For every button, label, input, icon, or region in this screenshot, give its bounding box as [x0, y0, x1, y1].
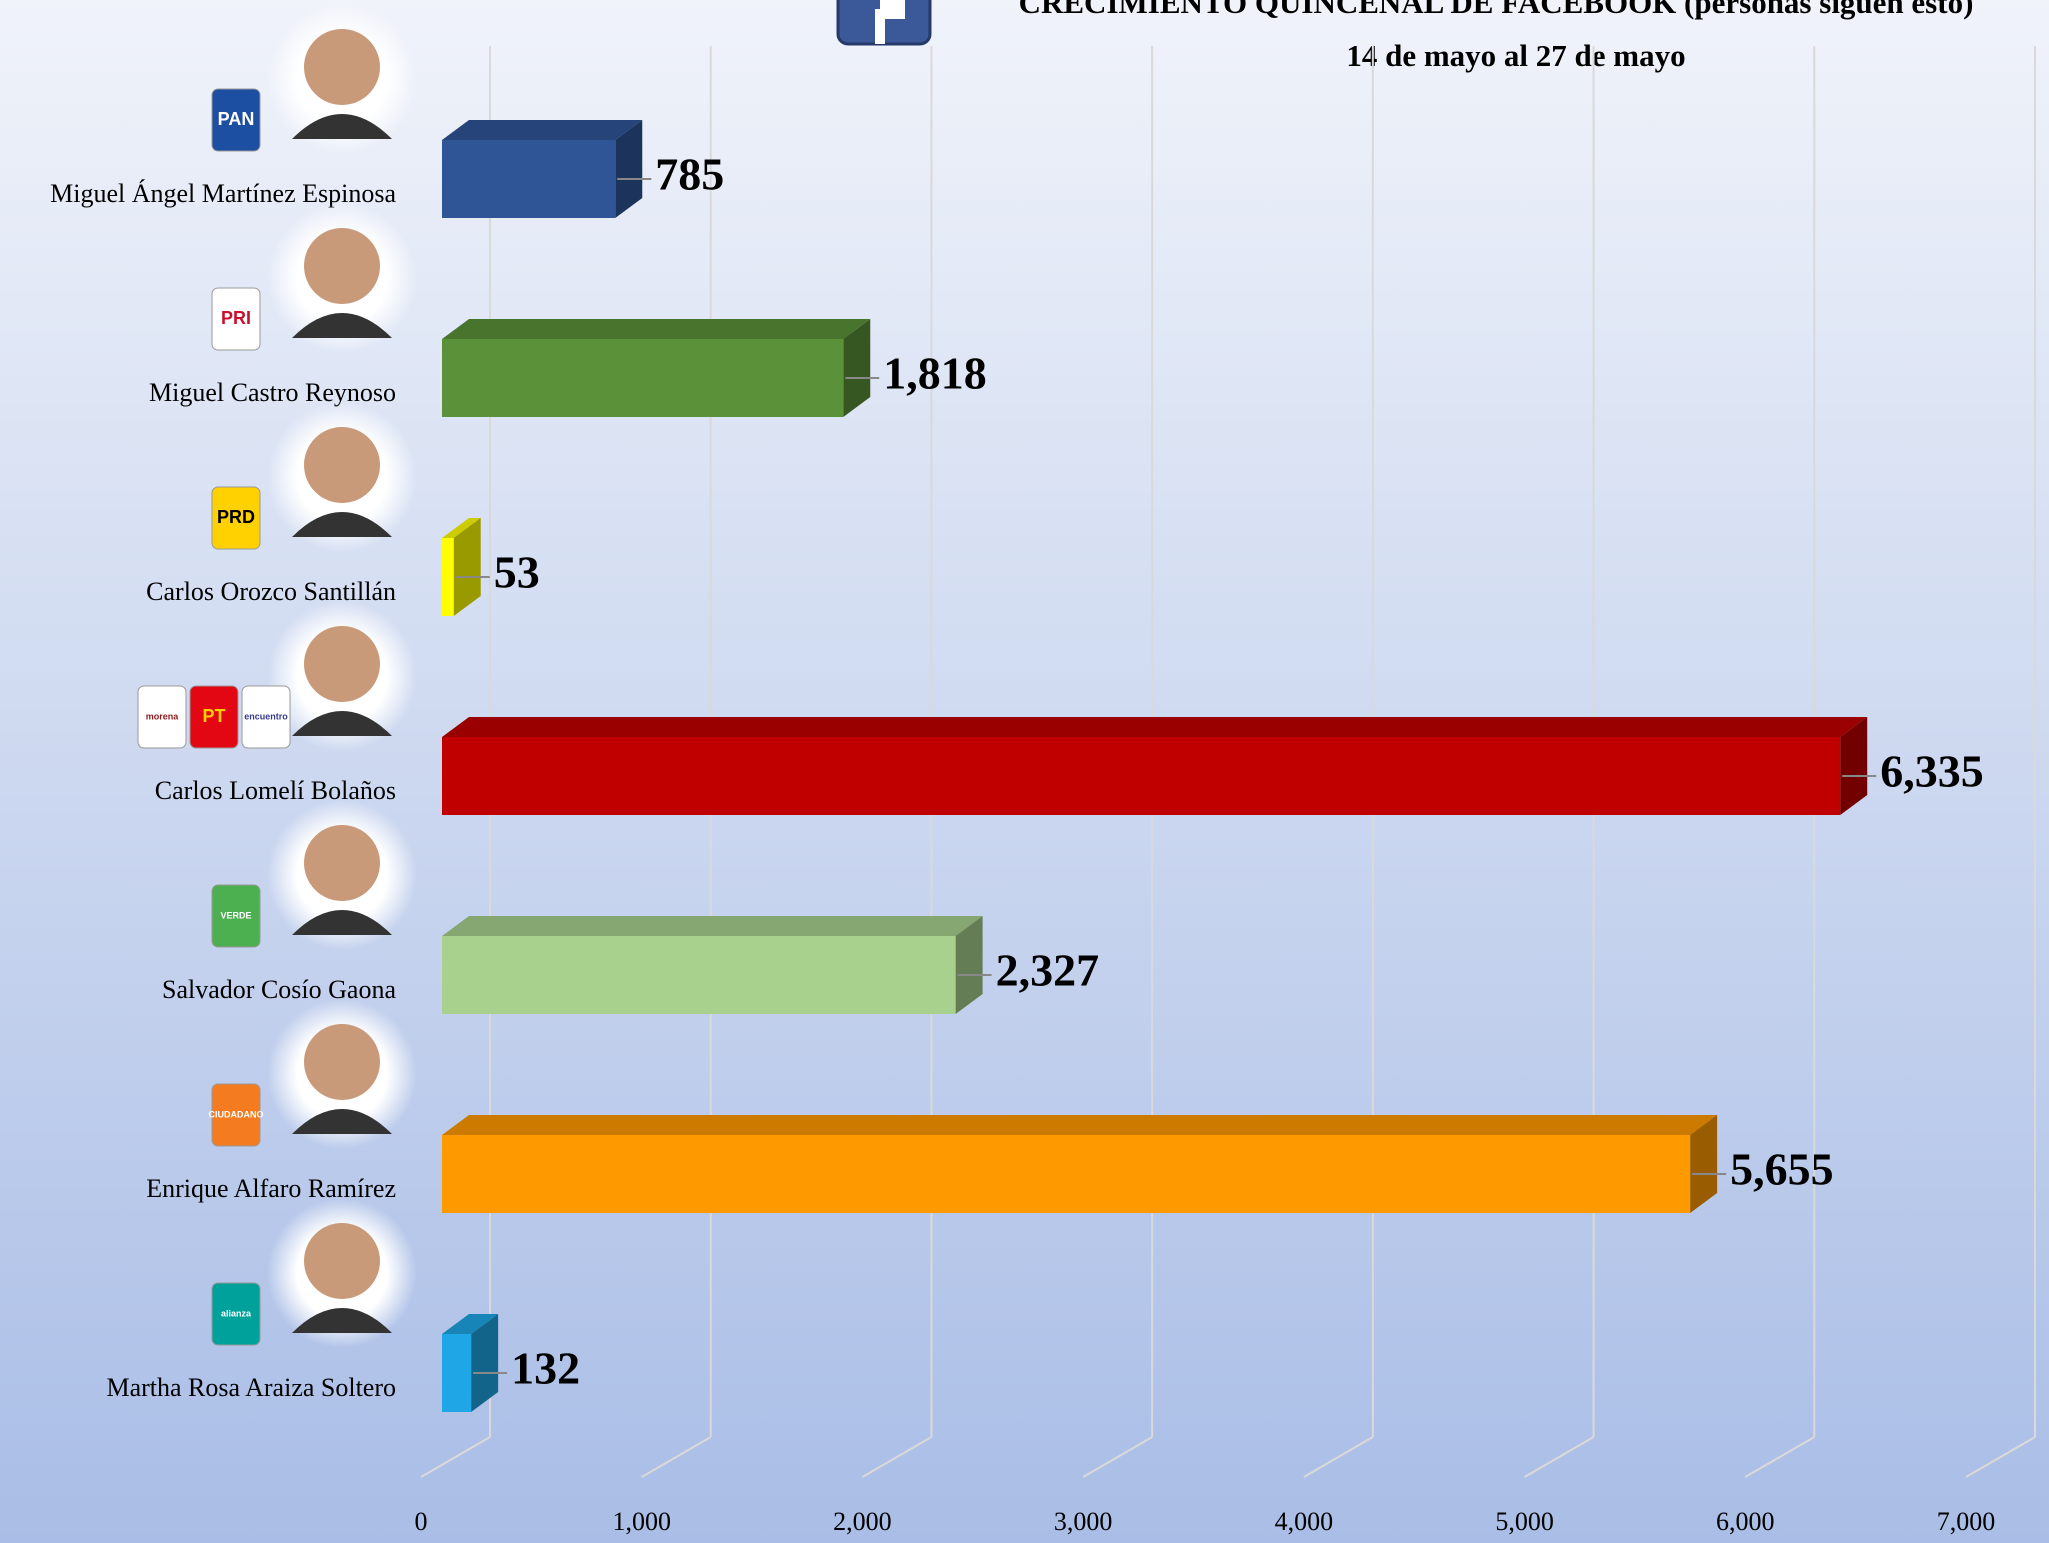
bar-top — [442, 1314, 499, 1334]
bar — [442, 737, 1841, 815]
value-label: 132 — [511, 1343, 580, 1394]
party-logo — [211, 88, 261, 152]
party-logo-text: PRI — [221, 308, 251, 328]
candidate-photo — [267, 1198, 417, 1348]
candidate-photo — [267, 800, 417, 950]
x-tick-label: 2,000 — [833, 1507, 892, 1536]
party-logo — [189, 685, 239, 749]
x-tick-label: 0 — [415, 1507, 428, 1536]
photo-body — [292, 711, 392, 736]
bar — [442, 1135, 1691, 1213]
photo-head — [304, 1223, 380, 1299]
bar — [442, 538, 454, 616]
party-logo — [211, 486, 261, 550]
bar — [442, 936, 956, 1014]
photo-head — [304, 825, 380, 901]
bar-top — [442, 916, 983, 936]
floor-line — [641, 1436, 712, 1478]
bar-side — [453, 518, 481, 616]
party-logo-text: alianza — [221, 1308, 252, 1318]
bar-side — [1840, 717, 1868, 815]
category-label: Enrique Alfaro Ramírez — [146, 1174, 396, 1203]
party-logo — [137, 685, 187, 749]
chart-title: CRECIMIENTO QUINCENAL DE FACEBOOK (perso… — [1019, 0, 1974, 20]
floor-line — [1744, 1436, 1815, 1478]
party-logo-text: PRD — [217, 507, 255, 527]
party-logo-text: VERDE — [220, 910, 251, 920]
bar-top — [442, 120, 643, 140]
photo-body — [292, 1109, 392, 1134]
value-label: 53 — [494, 547, 540, 598]
floor-line — [1524, 1436, 1595, 1478]
bar-top — [442, 518, 481, 538]
photo-head — [304, 228, 380, 304]
bar — [442, 339, 844, 417]
party-logo-text: PAN — [218, 109, 255, 129]
x-tick-label: 5,000 — [1495, 1507, 1554, 1536]
party-logo — [211, 1282, 261, 1346]
candidate-photo — [267, 601, 417, 751]
x-tick-label: 3,000 — [1054, 1507, 1113, 1536]
category-label: Martha Rosa Araiza Soltero — [106, 1373, 396, 1402]
category-label: Carlos Lomelí Bolaños — [155, 776, 396, 805]
party-logo-text: PT — [202, 706, 225, 726]
bar-side — [1690, 1115, 1718, 1213]
x-tick-label: 7,000 — [1937, 1507, 1996, 1536]
party-logo-text: encuentro — [244, 711, 288, 721]
value-label: 6,335 — [1880, 746, 1984, 797]
chart-subtitle: 14 de mayo al 27 de mayo — [1346, 38, 1685, 73]
floor-line — [420, 1436, 491, 1478]
value-label: 1,818 — [883, 348, 987, 399]
category-label: Carlos Orozco Santillán — [146, 577, 396, 606]
x-tick-label: 1,000 — [612, 1507, 671, 1536]
bar-top — [442, 319, 871, 339]
bar-side — [615, 120, 643, 218]
bar-side — [843, 319, 871, 417]
facebook-icon — [836, 0, 932, 46]
party-logo — [211, 1083, 261, 1147]
floor-line — [1082, 1436, 1153, 1478]
bar — [442, 140, 616, 218]
bar — [442, 1334, 472, 1412]
photo-body — [292, 313, 392, 338]
candidate-photo — [267, 999, 417, 1149]
photo-body — [292, 910, 392, 935]
candidate-photo — [267, 402, 417, 552]
party-logo — [211, 884, 261, 948]
bar-top — [442, 1115, 1718, 1135]
category-label: Salvador Cosío Gaona — [162, 975, 396, 1004]
party-logo — [211, 287, 261, 351]
photo-head — [304, 427, 380, 503]
photo-body — [292, 114, 392, 139]
party-logo — [241, 685, 291, 749]
photo-head — [304, 626, 380, 702]
floor-line — [1303, 1436, 1374, 1478]
party-logo-text: morena — [146, 711, 180, 721]
floor-line — [861, 1436, 932, 1478]
floor-line — [1965, 1436, 2036, 1478]
value-label: 2,327 — [996, 945, 1100, 996]
value-label: 5,655 — [1730, 1144, 1834, 1195]
x-tick-label: 4,000 — [1275, 1507, 1334, 1536]
x-tick-label: 6,000 — [1716, 1507, 1775, 1536]
photo-head — [304, 1024, 380, 1100]
value-label: 785 — [655, 149, 724, 200]
photo-head — [304, 29, 380, 105]
candidate-photo — [267, 4, 417, 154]
category-label: Miguel Castro Reynoso — [149, 378, 396, 407]
photo-body — [292, 1308, 392, 1333]
photo-body — [292, 512, 392, 537]
bar-side — [471, 1314, 499, 1412]
party-logo-text: CIUDADANO — [209, 1109, 264, 1119]
bar-side — [955, 916, 983, 1014]
bar-top — [442, 717, 1868, 737]
candidate-photo — [267, 203, 417, 353]
